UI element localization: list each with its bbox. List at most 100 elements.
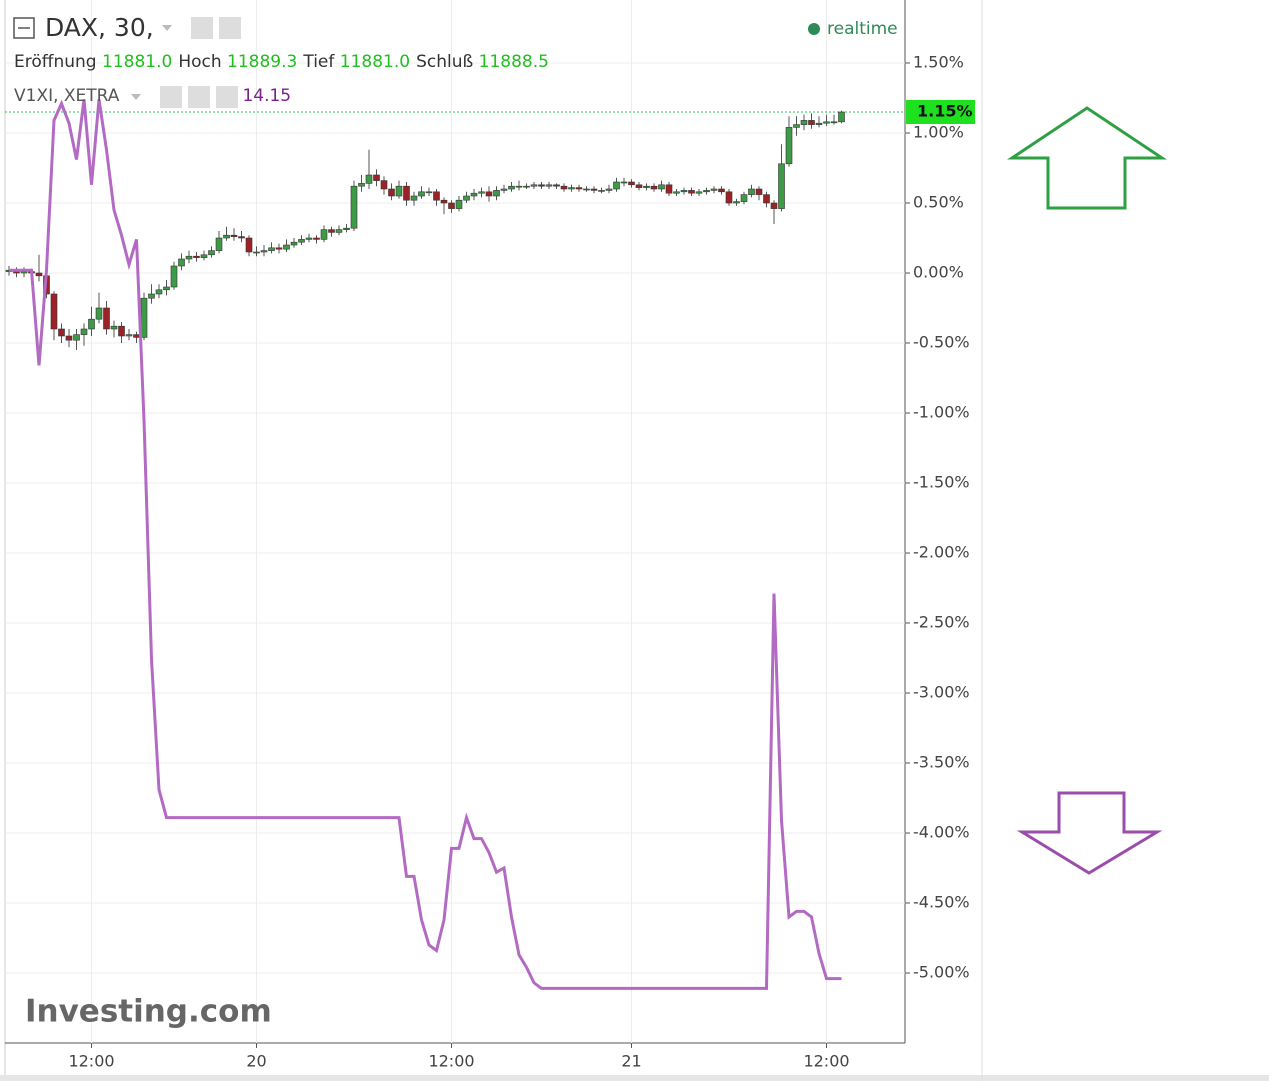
candle-body bbox=[823, 121, 830, 124]
candle-body bbox=[208, 250, 215, 256]
symbol-title: DAX, 30, bbox=[45, 13, 154, 42]
field-name: Tief bbox=[303, 52, 335, 72]
ohlc-header: Eröffnung 11881.0 Hoch 11889.3 Tief 11881.… bbox=[14, 52, 555, 72]
candle-body bbox=[358, 183, 365, 187]
field-value: 11889.3 bbox=[227, 52, 298, 72]
y-tick-label: 0.50% bbox=[913, 193, 964, 212]
y-tick-label: -3.00% bbox=[913, 683, 970, 702]
candle-body bbox=[605, 188, 613, 191]
candle-body bbox=[740, 194, 748, 202]
candle-body bbox=[500, 188, 508, 191]
candle-body bbox=[538, 184, 545, 187]
y-tick-label: -1.00% bbox=[913, 403, 970, 422]
candle-body bbox=[748, 188, 755, 195]
y-tick-label: 1.00% bbox=[913, 123, 964, 142]
collapse-icon[interactable] bbox=[13, 17, 35, 39]
x-tick-label: 21 bbox=[621, 1052, 641, 1071]
candle-body bbox=[688, 190, 695, 194]
realtime-dot bbox=[808, 23, 820, 35]
candle-body bbox=[725, 191, 733, 204]
y-tick-label: 1.50% bbox=[913, 53, 964, 72]
indicator-name: V1XI, XETRA bbox=[14, 86, 120, 106]
last-price-label: 1.15% bbox=[917, 102, 973, 121]
candle-body bbox=[95, 307, 103, 320]
candle-body bbox=[470, 192, 478, 197]
candle-body bbox=[268, 247, 275, 251]
y-tick-label: -2.00% bbox=[913, 543, 970, 562]
x-tick-label: 12:00 bbox=[428, 1052, 474, 1071]
candle-body bbox=[410, 195, 418, 201]
candle-body bbox=[50, 293, 58, 330]
candle-body bbox=[275, 247, 283, 250]
candle-body bbox=[238, 236, 245, 239]
candle-body bbox=[808, 120, 815, 125]
candle-body bbox=[583, 188, 590, 191]
candle-body bbox=[365, 174, 373, 184]
candle-body bbox=[545, 184, 553, 187]
plot bbox=[5, 0, 905, 1043]
candle-body bbox=[260, 250, 268, 253]
candle-body bbox=[298, 239, 305, 243]
candle-body bbox=[680, 190, 688, 193]
candle-body bbox=[313, 237, 320, 240]
candle-body bbox=[110, 325, 118, 330]
candle-body bbox=[620, 181, 628, 184]
gear-icon[interactable] bbox=[219, 17, 241, 39]
candle-body bbox=[193, 255, 200, 258]
candle-body bbox=[80, 328, 88, 335]
gear-icon[interactable] bbox=[188, 86, 210, 108]
candle-body bbox=[403, 185, 410, 201]
candle-body bbox=[140, 297, 148, 338]
candle-body bbox=[575, 187, 583, 190]
candle-body bbox=[118, 325, 125, 337]
up-arrow bbox=[1007, 106, 1167, 210]
candle-body bbox=[553, 184, 560, 187]
candle-body bbox=[380, 180, 388, 190]
candle-body bbox=[343, 227, 350, 230]
candle-body bbox=[718, 188, 725, 193]
candle-body bbox=[373, 174, 380, 181]
candle-body bbox=[320, 229, 328, 240]
candle-body bbox=[613, 181, 620, 190]
candle-body bbox=[290, 241, 298, 246]
candle-body bbox=[185, 255, 193, 260]
field-value: 11888.5 bbox=[478, 52, 549, 72]
candle-body bbox=[665, 184, 673, 194]
dropdown[interactable] bbox=[131, 94, 141, 100]
candle-body bbox=[155, 289, 163, 295]
candle-body bbox=[485, 191, 493, 197]
candle-body bbox=[590, 188, 598, 191]
candle-body bbox=[440, 199, 448, 204]
candle-body bbox=[508, 185, 515, 190]
candle-body bbox=[245, 237, 253, 253]
close-icon[interactable] bbox=[216, 86, 238, 108]
candle-body bbox=[793, 124, 800, 128]
candle-body bbox=[830, 121, 838, 124]
candle-body bbox=[800, 120, 808, 125]
candle-body bbox=[838, 111, 845, 123]
candle-body bbox=[418, 191, 425, 197]
down-arrow bbox=[1016, 791, 1163, 875]
candle-body bbox=[455, 199, 463, 209]
eye-icon[interactable] bbox=[191, 17, 213, 39]
candle-body bbox=[755, 188, 763, 195]
candle-body bbox=[73, 334, 80, 341]
candle-body bbox=[148, 293, 155, 299]
candle-body bbox=[395, 185, 403, 197]
candle-body bbox=[283, 244, 290, 250]
candle-body bbox=[133, 334, 140, 338]
candle-body bbox=[103, 307, 110, 330]
candle-body bbox=[163, 286, 170, 291]
field-name: Schluß bbox=[416, 52, 474, 72]
eye-icon[interactable] bbox=[160, 86, 182, 108]
candle-body bbox=[65, 335, 73, 341]
last-price-box bbox=[906, 100, 975, 124]
candle-body bbox=[673, 191, 680, 194]
dropdown[interactable] bbox=[162, 25, 172, 31]
y-tick-label: -3.50% bbox=[913, 753, 970, 772]
field-name: Eröffnung bbox=[14, 52, 97, 72]
y-tick-label: -5.00% bbox=[913, 963, 970, 982]
candle-body bbox=[650, 185, 658, 190]
